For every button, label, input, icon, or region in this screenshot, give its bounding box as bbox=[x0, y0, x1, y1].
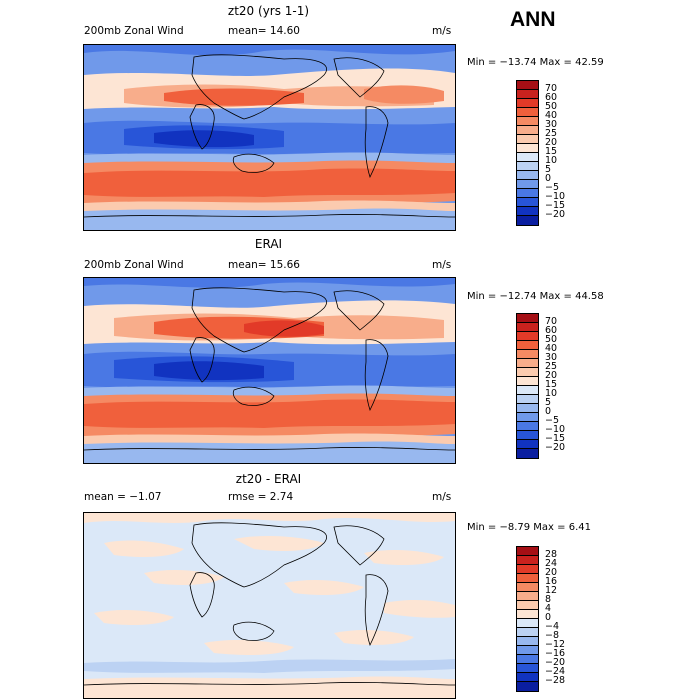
panel-1-mean: mean= 14.60 bbox=[228, 25, 300, 37]
colorbar-label: 70 bbox=[545, 83, 558, 94]
colorbar-label: −8 bbox=[545, 630, 560, 641]
season-label: ANN bbox=[510, 8, 556, 31]
colorbar-label: −15 bbox=[545, 200, 566, 211]
colorbar-label: 5 bbox=[545, 397, 552, 408]
colorbar-swatch bbox=[516, 215, 539, 226]
colorbar-label: 15 bbox=[545, 146, 558, 157]
colorbar-label: −10 bbox=[545, 424, 566, 435]
colorbar-label: 28 bbox=[545, 549, 558, 560]
colorbar-label: −5 bbox=[545, 415, 560, 426]
panel-1-map bbox=[83, 44, 456, 231]
colorbar-label: −20 bbox=[545, 442, 566, 453]
colorbar-label: 50 bbox=[545, 101, 558, 112]
colorbar-label: 40 bbox=[545, 343, 558, 354]
colorbar-label: −15 bbox=[545, 433, 566, 444]
colorbar-label: 8 bbox=[545, 594, 552, 605]
colorbar-label: 60 bbox=[545, 325, 558, 336]
panel-3-colorbar: 28 24 20 16 12 8 4 0 −4 −8 −12 −16 −20 −… bbox=[516, 546, 576, 692]
panel-3-title: zt20 - ERAI bbox=[235, 472, 302, 486]
colorbar-label: −20 bbox=[545, 209, 566, 220]
colorbar-label: 30 bbox=[545, 119, 558, 130]
colorbar-label: 50 bbox=[545, 334, 558, 345]
colorbar-label: −10 bbox=[545, 191, 566, 202]
panel-3-units: m/s bbox=[432, 491, 452, 503]
panel-1-units: m/s bbox=[432, 25, 452, 37]
panel-2-map bbox=[83, 277, 456, 464]
colorbar-label: −4 bbox=[545, 621, 560, 632]
panel-2-units: m/s bbox=[432, 259, 452, 271]
colorbar-label: 24 bbox=[545, 558, 558, 569]
panel-3-map bbox=[83, 512, 456, 699]
colorbar-swatch bbox=[516, 448, 539, 459]
colorbar-label: −12 bbox=[545, 639, 566, 650]
colorbar-label: 20 bbox=[545, 567, 558, 578]
colorbar-label: 25 bbox=[545, 128, 558, 139]
panel-1-title: zt20 (yrs 1-1) bbox=[227, 4, 310, 18]
colorbar-label: 20 bbox=[545, 370, 558, 381]
panel-1-colorbar: 70 60 50 40 30 25 20 15 10 5 0 −5 −10 −1… bbox=[516, 80, 576, 226]
panel-3-mean: mean = −1.07 bbox=[84, 491, 162, 503]
panel-3-minmax: Min = −8.79 Max = 6.41 bbox=[467, 522, 591, 533]
panel-1-field-label: 200mb Zonal Wind bbox=[84, 25, 184, 37]
panel-2-minmax: Min = −12.74 Max = 44.58 bbox=[467, 291, 604, 302]
colorbar-label: 70 bbox=[545, 316, 558, 327]
panel-2-title: ERAI bbox=[254, 237, 283, 251]
colorbar-label: −20 bbox=[545, 657, 566, 668]
colorbar-label: 30 bbox=[545, 352, 558, 363]
panel-2-mean: mean= 15.66 bbox=[228, 259, 300, 271]
panel-1-minmax: Min = −13.74 Max = 42.59 bbox=[467, 57, 604, 68]
colorbar-label: 0 bbox=[545, 406, 552, 417]
colorbar-label: −28 bbox=[545, 675, 566, 686]
colorbar-label: 15 bbox=[545, 379, 558, 390]
colorbar-label: −24 bbox=[545, 666, 566, 677]
colorbar-label: 25 bbox=[545, 361, 558, 372]
panel-3-rmse: rmse = 2.74 bbox=[228, 491, 294, 503]
colorbar-swatch bbox=[516, 681, 539, 692]
colorbar-label: 16 bbox=[545, 576, 558, 587]
colorbar-label: 12 bbox=[545, 585, 558, 596]
colorbar-label: 10 bbox=[545, 155, 558, 166]
colorbar-label: 0 bbox=[545, 612, 552, 623]
colorbar-label: 4 bbox=[545, 603, 552, 614]
colorbar-label: 0 bbox=[545, 173, 552, 184]
colorbar-label: 20 bbox=[545, 137, 558, 148]
colorbar-label: 40 bbox=[545, 110, 558, 121]
panel-2-colorbar: 70 60 50 40 30 25 20 15 10 5 0 −5 −10 −1… bbox=[516, 313, 576, 459]
colorbar-label: 60 bbox=[545, 92, 558, 103]
colorbar-label: 5 bbox=[545, 164, 552, 175]
panel-2-field-label: 200mb Zonal Wind bbox=[84, 259, 184, 271]
colorbar-label: 10 bbox=[545, 388, 558, 399]
colorbar-label: −5 bbox=[545, 182, 560, 193]
colorbar-label: −16 bbox=[545, 648, 566, 659]
